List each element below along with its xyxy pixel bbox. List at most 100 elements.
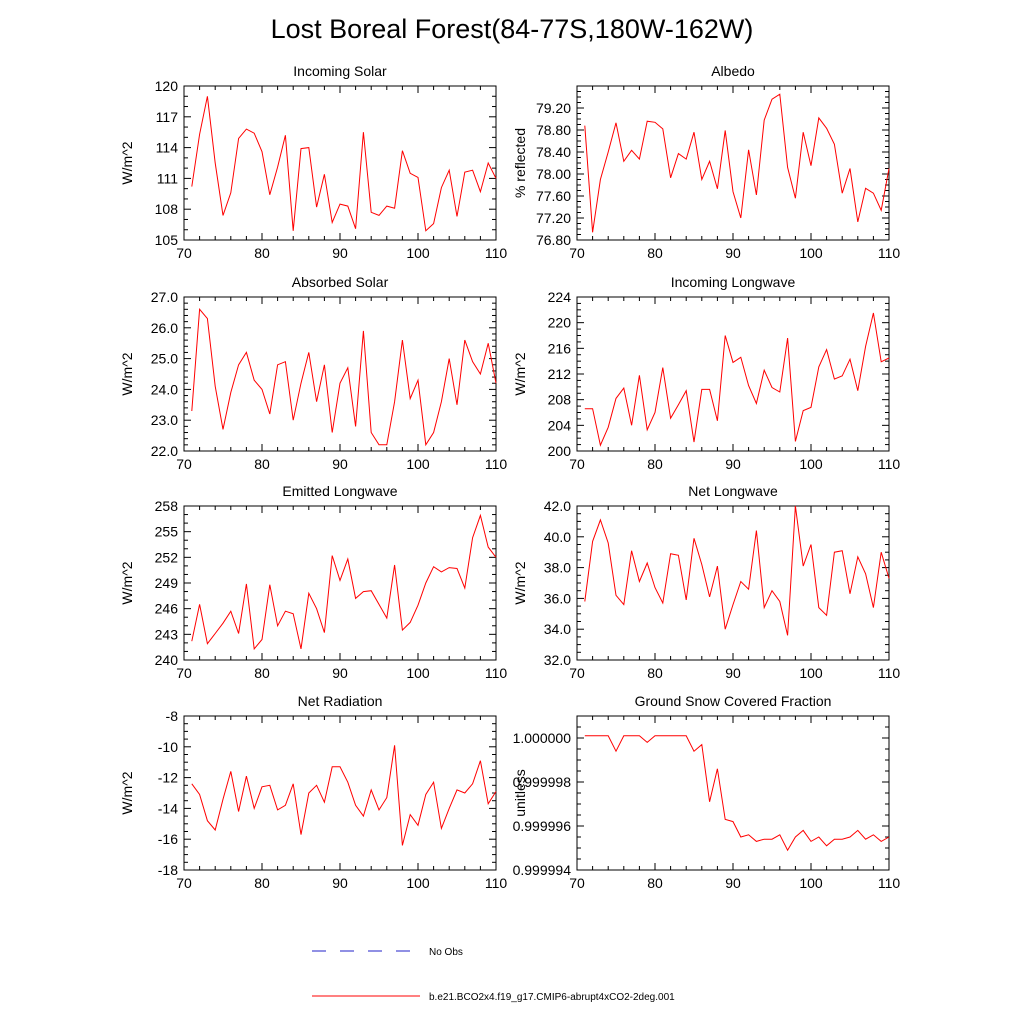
emitted-longwave-ytick-label: 240 [155, 652, 179, 668]
incoming-longwave-title: Incoming Longwave [671, 274, 796, 290]
net-longwave-xtick-label: 90 [725, 665, 741, 681]
net-longwave-xtick-label: 100 [799, 665, 823, 681]
panel-albedo: Albedo % reflected 70 80 90 100 110 76.80 77.20 7… [512, 63, 900, 261]
ground-snow-covered-fraction-ytick-label: 0.999998 [513, 774, 572, 790]
albedo-title: Albedo [711, 63, 755, 79]
ground-snow-covered-fraction-ytick-label: 0.999994 [513, 862, 572, 878]
ground-snow-covered-fraction-series-line [584, 735, 890, 852]
ground-snow-covered-fraction-xtick-label: 70 [569, 875, 585, 891]
net-radiation-title: Net Radiation [298, 693, 383, 709]
absorbed-solar-xtick-label: 100 [406, 456, 430, 472]
absorbed-solar-ytick-label: 23.0 [151, 412, 178, 428]
incoming-longwave-ylabel: W/m^2 [512, 352, 528, 395]
emitted-longwave-ytick-label: 255 [155, 524, 179, 540]
ground-snow-covered-fraction-xtick-label: 80 [647, 875, 663, 891]
ground-snow-covered-fraction-ytick-label: 0.999996 [513, 818, 572, 834]
absorbed-solar-ytick-label: 26.0 [151, 320, 178, 336]
albedo-ytick-label: 78.40 [536, 144, 571, 160]
incoming-longwave-series-line [584, 312, 890, 447]
net-longwave-series-line [584, 505, 890, 636]
emitted-longwave-ytick-label: 249 [155, 575, 179, 591]
albedo-ytick-label: 77.60 [536, 188, 571, 204]
net-longwave-title: Net Longwave [688, 483, 778, 499]
net-radiation-ytick-label: -8 [166, 708, 179, 724]
albedo-ylabel: % reflected [512, 128, 528, 198]
net-radiation-ylabel: W/m^2 [119, 771, 135, 814]
ground-snow-covered-fraction-xtick-label: 100 [799, 875, 823, 891]
absorbed-solar-ytick-label: 27.0 [151, 289, 178, 305]
albedo-series-line [584, 93, 890, 233]
incoming-solar-xtick-label: 100 [406, 245, 430, 261]
absorbed-solar-ytick-label: 25.0 [151, 351, 178, 367]
albedo-ytick-label: 78.80 [536, 122, 571, 138]
absorbed-solar-series-line [191, 308, 497, 447]
ground-snow-covered-fraction-ylabel: unitless [512, 769, 528, 816]
net-radiation-xtick-label: 100 [406, 875, 430, 891]
emitted-longwave-xtick-label: 80 [254, 665, 270, 681]
emitted-longwave-ytick-label: 246 [155, 601, 179, 617]
net-radiation-ytick-label: -10 [158, 739, 178, 755]
ground-snow-covered-fraction-plot-frame [576, 715, 890, 871]
incoming-longwave-ytick-label: 204 [548, 417, 572, 433]
ground-snow-covered-fraction-title: Ground Snow Covered Fraction [635, 693, 832, 709]
ground-snow-covered-fraction-xtick-label: 110 [878, 875, 901, 891]
incoming-solar-ytick-label: 120 [155, 78, 179, 94]
panel-absorbed-solar: Absorbed Solar W/m^2 70 80 90 100 110 22.0 23.0 2… [119, 274, 507, 472]
absorbed-solar-ytick-label: 24.0 [151, 381, 178, 397]
net-longwave-ylabel: W/m^2 [512, 561, 528, 604]
net-longwave-ytick-label: 40.0 [544, 529, 571, 545]
incoming-solar-plot-frame [183, 85, 497, 241]
emitted-longwave-ytick-label: 258 [155, 498, 179, 514]
net-radiation-series-line [191, 745, 497, 846]
albedo-ytick-label: 77.20 [536, 210, 571, 226]
legend-obs-label: No Obs [429, 947, 463, 958]
incoming-longwave-xtick-label: 90 [725, 456, 741, 472]
emitted-longwave-xtick-label: 110 [485, 665, 508, 681]
albedo-ytick-label: 76.80 [536, 232, 571, 248]
net-radiation-ytick-label: -12 [158, 770, 178, 786]
absorbed-solar-xtick-label: 110 [485, 456, 508, 472]
albedo-xtick-label: 90 [725, 245, 741, 261]
albedo-xtick-label: 80 [647, 245, 663, 261]
panel-incoming-longwave: Incoming Longwave W/m^2 70 80 90 100 110 200 204… [512, 274, 900, 472]
panel-emitted-longwave: Emitted Longwave W/m^2 70 80 90 100 110 240 243 2… [119, 483, 507, 681]
net-radiation-xtick-label: 110 [485, 875, 508, 891]
emitted-longwave-series-line [191, 513, 497, 651]
albedo-plot-frame [576, 85, 890, 241]
incoming-longwave-ytick-label: 208 [548, 392, 572, 408]
incoming-solar-ytick-label: 105 [155, 232, 179, 248]
net-radiation-xtick-label: 90 [332, 875, 348, 891]
panel-net-radiation: Net Radiation W/m^2 70 80 90 100 110 -18 -16 -14 -… [119, 693, 507, 891]
legend: No Obs b.e21.BCO2x4.f19_g17.CMIP6-abrupt… [312, 947, 675, 1003]
incoming-longwave-xtick-label: 110 [878, 456, 901, 472]
emitted-longwave-xtick-label: 70 [176, 665, 192, 681]
emitted-longwave-ylabel: W/m^2 [119, 561, 135, 604]
net-longwave-ytick-label: 36.0 [544, 590, 571, 606]
incoming-solar-ylabel: W/m^2 [119, 141, 135, 184]
absorbed-solar-plot-frame [183, 296, 497, 452]
incoming-solar-ytick-label: 108 [155, 201, 179, 217]
net-radiation-ytick-label: -14 [158, 800, 178, 816]
net-longwave-ytick-label: 32.0 [544, 652, 571, 668]
emitted-longwave-title: Emitted Longwave [282, 483, 397, 499]
albedo-xtick-label: 100 [799, 245, 823, 261]
incoming-longwave-ytick-label: 216 [548, 340, 572, 356]
net-radiation-xtick-label: 70 [176, 875, 192, 891]
ground-snow-covered-fraction-ytick-label: 1.000000 [513, 730, 572, 746]
incoming-longwave-ytick-label: 200 [548, 443, 572, 459]
incoming-longwave-xtick-label: 80 [647, 456, 663, 472]
emitted-longwave-plot-frame [183, 505, 497, 661]
panel-net-longwave: Net Longwave W/m^2 70 80 90 100 110 32.0 34.0 36.… [512, 483, 900, 681]
legend-model-label: b.e21.BCO2x4.f19_g17.CMIP6-abrupt4xCO2-2… [429, 992, 675, 1003]
incoming-solar-xtick-label: 70 [176, 245, 192, 261]
net-radiation-ytick-label: -18 [158, 862, 178, 878]
emitted-longwave-xtick-label: 90 [332, 665, 348, 681]
incoming-solar-ytick-label: 111 [157, 170, 178, 186]
incoming-solar-ytick-label: 114 [156, 140, 179, 156]
incoming-longwave-ytick-label: 220 [548, 315, 572, 331]
net-longwave-ytick-label: 42.0 [544, 498, 571, 514]
net-longwave-ytick-label: 38.0 [544, 560, 571, 576]
absorbed-solar-ylabel: W/m^2 [119, 352, 135, 395]
albedo-xtick-label: 70 [569, 245, 585, 261]
absorbed-solar-xtick-label: 90 [332, 456, 348, 472]
